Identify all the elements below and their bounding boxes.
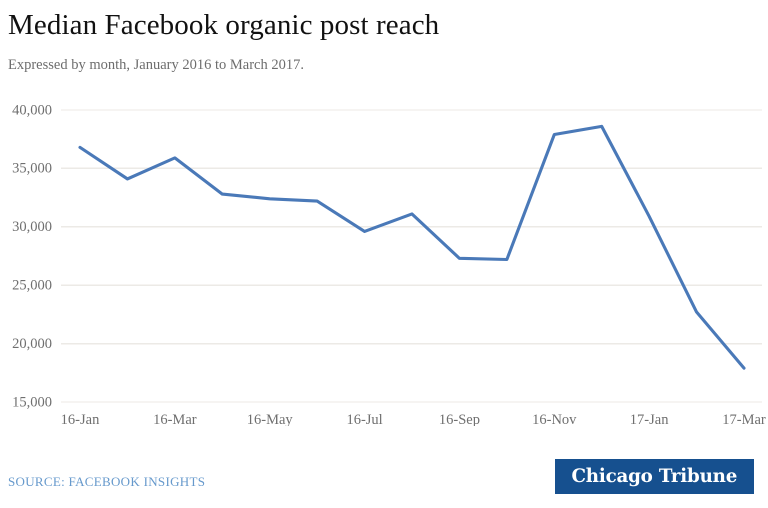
y-axis-tick-label: 40,000 [12, 102, 52, 118]
x-axis-tick-label: 16-Jan [61, 412, 100, 426]
x-axis-tick-label: 16-Mar [153, 412, 197, 426]
data-line-series [78, 124, 746, 370]
y-axis-tick-label: 15,000 [12, 394, 52, 410]
chart-header: Median Facebook organic post reach Expre… [8, 8, 760, 74]
logo-wordmark: Chicago Tribune [571, 465, 738, 487]
x-axis-tick-label: 16-Nov [532, 412, 577, 426]
x-axis-tick-label: 16-May [247, 412, 294, 426]
x-axis-tick-label: 16-Sep [439, 412, 480, 426]
x-axis-tick-label: 17-Jan [630, 412, 669, 426]
line-chart-svg: 15,000 20,000 25,000 30,000 35,000 40,000 16-… [12, 102, 766, 426]
y-axis-tick-label: 35,000 [12, 161, 52, 177]
chicago-tribune-logo: Chicago Tribune [555, 459, 754, 494]
chart-subtitle: Expressed by month, January 2016 to Marc… [8, 57, 304, 73]
chart-footer: SOURCE: FACEBOOK INSIGHTS Chicago Tribun… [0, 444, 768, 508]
x-axis-tick-label: 16-Jul [346, 412, 382, 426]
data-series-group [78, 124, 746, 370]
x-axis-tick-label: 17-Mar [722, 412, 766, 426]
source-note: SOURCE: FACEBOOK INSIGHTS [8, 474, 206, 489]
y-axis-tick-labels: 15,000 20,000 25,000 30,000 35,000 40,000 [12, 102, 52, 410]
gridlines [61, 109, 762, 403]
y-axis-tick-label: 30,000 [12, 219, 52, 235]
y-axis-tick-label: 25,000 [12, 278, 52, 294]
chart-plot-area: 15,000 20,000 25,000 30,000 35,000 40,000 16-… [0, 96, 768, 426]
y-axis-tick-label: 20,000 [12, 336, 52, 352]
x-axis-tick-labels: 16-Jan 16-Mar 16-May 16-Jul 16-Sep 16-Nov 17-J… [61, 412, 766, 426]
page-title: Median Facebook organic post reach [8, 9, 440, 41]
